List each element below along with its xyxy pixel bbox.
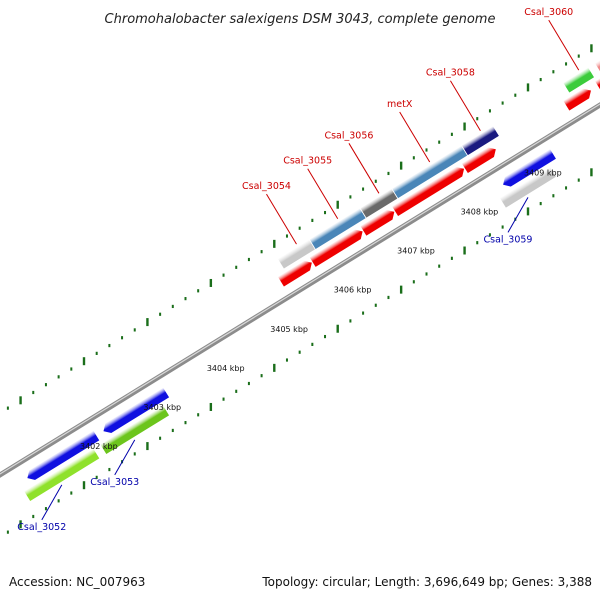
accession-text: Accession: NC_007963 xyxy=(9,575,145,589)
genome-summary-text: Topology: circular; Length: 3,696,649 bp… xyxy=(261,575,592,589)
backbone-layer xyxy=(0,102,600,478)
gene-csal_3052[interactable] xyxy=(23,429,101,503)
cds-bar xyxy=(99,404,171,456)
gene-csal_3059[interactable] xyxy=(498,148,558,209)
gene-label[interactable]: Csal_3058 xyxy=(426,68,475,79)
gene-label[interactable]: Csal_3056 xyxy=(324,130,373,141)
tick-layer xyxy=(6,44,593,534)
gene-csal_3061[interactable] xyxy=(594,27,600,93)
leader-line xyxy=(548,19,580,71)
cds-bar xyxy=(23,447,101,503)
scale-tick-label: 3402 kbp xyxy=(80,442,118,451)
scale-tick-label: 3405 kbp xyxy=(270,325,308,334)
strand-arrow xyxy=(562,87,592,112)
leader-line xyxy=(399,111,431,163)
strand-arrow xyxy=(276,260,313,288)
tick-row-lower xyxy=(6,44,593,410)
leader-line xyxy=(307,168,339,220)
cds-bar xyxy=(562,66,596,94)
scale-tick-label: 3404 kbp xyxy=(207,364,245,373)
gene-metx[interactable] xyxy=(391,144,469,218)
leader-line xyxy=(41,484,63,521)
strand-arrow xyxy=(359,209,396,237)
strand-arrow xyxy=(460,146,497,175)
gene-label[interactable]: Csal_3052 xyxy=(17,522,66,533)
cds-bar xyxy=(594,27,600,75)
strand-arrow xyxy=(308,228,364,269)
leader-line xyxy=(596,0,600,41)
gene-label[interactable]: Csal_3055 xyxy=(283,156,332,167)
label-layer: 3402 kbp 3403 kbp 3404 kbp 3405 kbp 3406 kbp… xyxy=(17,0,600,533)
gene-label[interactable]: Csal_3054 xyxy=(242,181,291,192)
gene-csal_3058[interactable] xyxy=(460,125,500,175)
scale-tick-label: 3403 kbp xyxy=(143,403,181,412)
gene-label[interactable]: metX xyxy=(387,99,413,110)
map-title: Chromohalobacter salexigens DSM 3043, co… xyxy=(105,12,496,27)
genome-backbone xyxy=(0,102,600,478)
scale-tick-label: 3408 kbp xyxy=(461,208,499,217)
strand-arrow xyxy=(26,429,101,481)
strand-arrow xyxy=(102,386,171,434)
strand-arrow xyxy=(391,166,466,218)
leader-line xyxy=(449,80,481,131)
gene-csal_3060[interactable] xyxy=(562,66,596,112)
gene-label[interactable]: Csal_3059 xyxy=(484,234,533,245)
tick-row-upper xyxy=(6,168,593,534)
gene-csal_3056[interactable] xyxy=(359,187,399,237)
leader-line xyxy=(348,143,380,194)
gene-label[interactable]: Csal_3053 xyxy=(90,477,139,488)
scale-tick-label: 3409 kbp xyxy=(524,168,562,177)
leader-line xyxy=(114,439,136,476)
cds-bar xyxy=(498,166,558,209)
leader-line xyxy=(266,193,297,245)
cds-bar xyxy=(460,125,500,157)
strand-arrow xyxy=(502,148,558,188)
scale-tick-label: 3407 kbp xyxy=(397,247,435,256)
leader-line xyxy=(507,197,529,233)
scale-tick-label: 3406 kbp xyxy=(334,286,372,295)
gene-label[interactable]: Csal_3060 xyxy=(524,7,573,18)
gene-csal_3053[interactable] xyxy=(99,386,171,456)
gene-csal_3055[interactable] xyxy=(308,207,367,269)
gene-layer xyxy=(23,27,600,503)
gene-csal_3054[interactable] xyxy=(276,238,317,288)
